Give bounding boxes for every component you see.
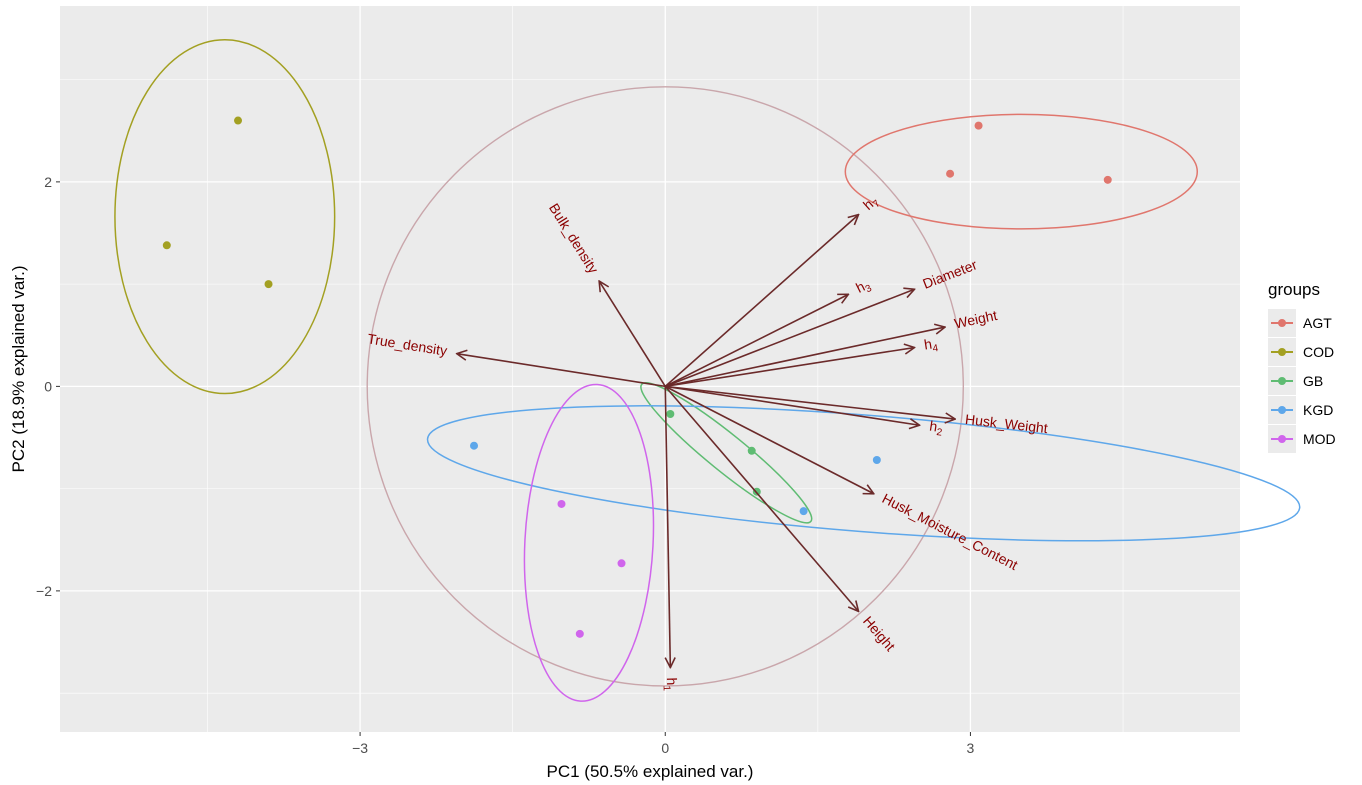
legend-dot [1278,405,1286,414]
loading-arrow-h2 [665,385,919,425]
point-agt [946,169,955,178]
loading-label-subscript: 1 [661,685,672,691]
legend-label: AGT [1303,314,1332,331]
axis-ticks: −3 0 3 −2 0 2 [36,174,975,756]
x-tick-label: −3 [352,740,368,756]
ellipse-cod [114,38,336,395]
loading-arrow-diameter [664,289,914,388]
legend-key [1268,308,1296,337]
point-gb [747,446,756,455]
correlation-circle-layer [366,86,965,687]
loading-arrow-true-density [457,354,666,388]
ellipse-kgd [426,405,1301,542]
point-kgd [872,456,881,465]
loading-label-subscript: 2 [936,427,944,439]
legend-items: AGT COD GB KGD MOD [1268,308,1358,453]
point-cod [264,280,273,289]
legend-label: KGD [1303,401,1334,418]
group-points [162,116,1112,638]
x-tick-label: 0 [661,740,669,756]
legend-item-agt: AGT [1268,308,1358,337]
ellipse-gb [640,382,813,524]
legend-title: groups [1268,280,1320,299]
grid-lines [60,6,1240,732]
ellipse-mod [523,383,655,702]
legend-item-gb: GB [1268,366,1358,395]
point-kgd [799,507,808,516]
group-ellipses [114,38,1301,702]
loading-arrow-height [664,385,858,611]
loading-label-subscript: 7 [871,198,883,210]
loading-label-subscript: 3 [864,282,874,295]
loading-arrow-h4 [665,348,914,388]
legend-label: MOD [1303,430,1336,447]
legend-dot [1278,347,1286,356]
loading-arrow-husk-moisture-content [664,385,874,493]
legend-dot [1278,376,1286,385]
legend-dot [1278,434,1286,443]
legend-item-kgd: KGD [1268,395,1358,424]
legend-item-cod: COD [1268,337,1358,366]
loading-arrow-h3 [664,294,848,388]
legend-key [1268,337,1296,366]
correlation-circle [366,86,965,687]
x-axis-title: PC1 (50.5% explained var.) [547,762,754,781]
loading-arrow-weight [665,327,945,388]
legend-label: COD [1303,343,1335,360]
y-tick-label: −2 [36,583,52,599]
loading-label-subscript: 4 [932,343,940,355]
legend-item-mod: MOD [1268,424,1358,453]
point-cod [162,241,171,250]
legend: groups AGT COD GB KGD MOD [1268,280,1358,453]
y-tick-label: 2 [44,174,52,190]
loading-arrows [457,215,955,668]
loading-arrow-h7 [664,215,858,387]
ellipse-agt [844,113,1199,230]
loading-arrow-bulk-density [599,281,666,387]
x-tick-label: 3 [967,740,975,756]
legend-label: GB [1303,372,1324,389]
point-agt [1103,175,1112,184]
legend-dot [1278,318,1286,327]
plot-panel [60,6,1240,732]
legend-key [1268,366,1296,395]
y-axis-title: PC2 (18.9% explained var.) [9,266,28,473]
loading-arrow-husk-weight [665,385,955,419]
point-kgd [470,441,479,450]
legend-key [1268,424,1296,453]
point-mod [557,499,566,508]
loading-arrow-h1 [665,386,670,667]
point-gb [666,409,675,418]
point-mod [575,629,584,638]
point-mod [617,559,626,568]
point-cod [234,116,243,125]
y-tick-label: 0 [44,378,52,394]
legend-key [1268,395,1296,424]
point-agt [974,121,983,130]
